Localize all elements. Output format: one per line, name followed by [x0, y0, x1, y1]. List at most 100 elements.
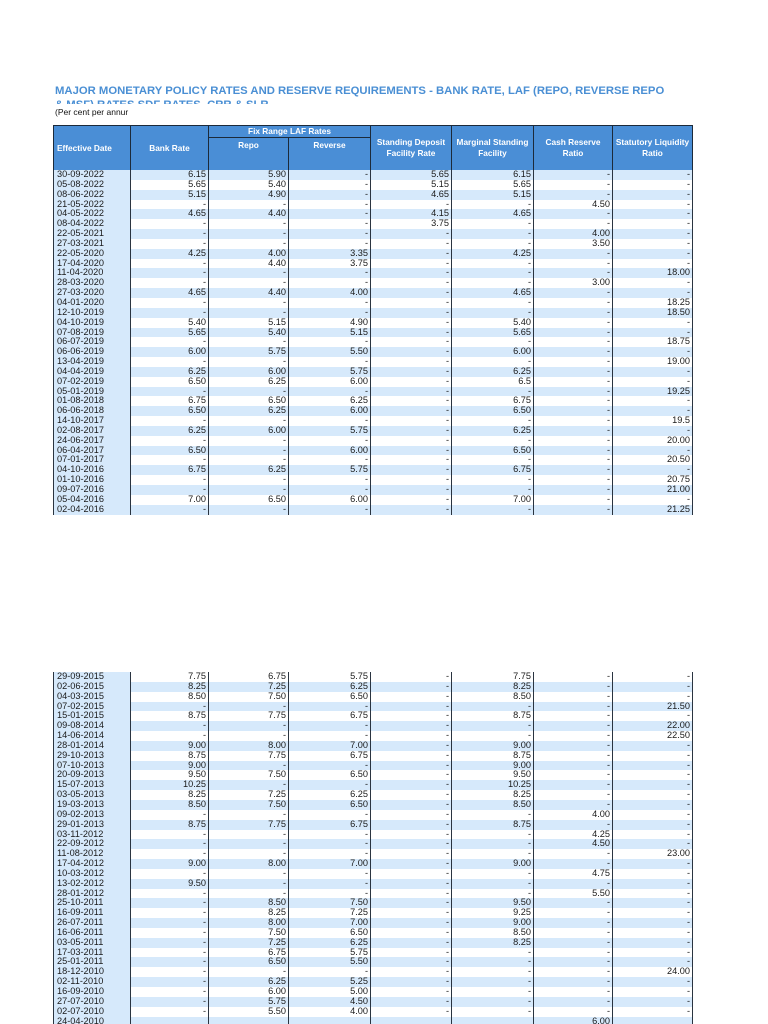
cell-bank-rate: -: [130, 987, 209, 997]
cell-reverse-repo: -: [288, 297, 371, 308]
cell-repo: -: [208, 199, 289, 210]
cell-msf-rate: -: [451, 1006, 534, 1017]
table-row: 15-01-2015 8.75 7.75 6.75-8.75- -: [53, 711, 693, 722]
cell-bank-rate: -: [130, 219, 209, 230]
cell-sdf-rate: -: [370, 977, 452, 987]
cell-bank-rate: -: [130, 229, 209, 239]
cell-reverse-repo: 6.50: [288, 799, 371, 810]
cell-crr: -: [533, 307, 613, 318]
cell-msf-rate: 6.15: [451, 170, 534, 180]
cell-msf-rate: 5.40: [451, 317, 534, 328]
cell-sdf-rate: -: [370, 406, 452, 417]
cell-reverse-repo: -: [288, 731, 371, 741]
cell-effective-date: 04-10-2016: [53, 465, 131, 476]
cell-crr: -: [533, 170, 613, 180]
cell-repo: -: [208, 868, 289, 879]
cell-effective-date: 24-06-2017: [53, 435, 131, 446]
table-row: 21-05-2022- - - - -4.50-: [53, 199, 693, 210]
cell-effective-date: 04-04-2019: [53, 366, 131, 377]
table-row: 24-06-2017- - - - - -20.00: [53, 435, 693, 446]
cell-repo: 6.00: [208, 366, 289, 377]
cell-reverse-repo: 5.75: [288, 465, 371, 476]
table-row: 17-04-2012 9.00 8.00 7.00-9.00- -: [53, 859, 693, 869]
cell-sdf-rate: -: [370, 790, 452, 800]
cell-repo: -: [208, 760, 289, 771]
cell-reverse-repo: -: [288, 229, 371, 239]
cell-bank-rate: -: [130, 475, 209, 485]
cell-crr: -: [533, 721, 613, 732]
cell-slr: -: [612, 229, 693, 239]
cell-bank-rate: -: [130, 701, 209, 712]
cell-msf-rate: 5.65: [451, 179, 534, 190]
table-row: 09-02-2013- - - - -4.00-: [53, 809, 693, 820]
cell-slr: 18.75: [612, 337, 693, 348]
cell-reverse-repo: 3.35: [288, 248, 371, 259]
cell-bank-rate: -: [130, 386, 209, 397]
cell-repo: 7.75: [208, 819, 289, 830]
cell-repo: [208, 1016, 289, 1024]
cell-reverse-repo: 5.50: [288, 347, 371, 358]
cell-repo: -: [208, 829, 289, 840]
cell-crr: -: [533, 258, 613, 269]
cell-reverse-repo: -: [288, 435, 371, 446]
cell-slr: -: [612, 927, 693, 938]
cell-bank-rate: -: [130, 721, 209, 732]
cell-crr: 4.75: [533, 868, 613, 879]
cell-effective-date: 17-04-2020: [53, 258, 131, 269]
cell-bank-rate: 6.75: [130, 465, 209, 476]
cell-effective-date: 02-07-2010: [53, 1006, 131, 1017]
cell-slr: -: [612, 1006, 693, 1017]
cell-msf-rate: 8.25: [451, 937, 534, 948]
cell-slr: 21.00: [612, 485, 693, 495]
cell-crr: -: [533, 297, 613, 308]
cell-effective-date: 07-02-2019: [53, 376, 131, 387]
table-row: 04-05-2022 4.65 4.40-4.15 4.65- -: [53, 209, 693, 220]
cell-slr: -: [612, 278, 693, 289]
cell-slr: -: [612, 977, 693, 987]
cell-msf-rate: -: [451, 357, 534, 367]
table-row: 29-10-2013 8.75 7.75 6.75-8.75- -: [53, 750, 693, 761]
cell-repo: 7.25: [208, 937, 289, 948]
cell-sdf-rate: -: [370, 248, 452, 259]
cell-slr: 22.50: [612, 731, 693, 741]
table-row: 04-04-2019 6.25 6.00 5.75-6.25- -: [53, 366, 693, 377]
cell-bank-rate: 6.15: [130, 170, 209, 180]
cell-repo: 5.75: [208, 347, 289, 358]
cell-bank-rate: -: [130, 977, 209, 987]
cell-slr: -: [612, 947, 693, 958]
cell-crr: -: [533, 681, 613, 692]
cell-effective-date: 02-11-2010: [53, 977, 131, 987]
cell-msf-rate: -: [451, 731, 534, 741]
table-row: 25-01-2011-6.50 5.50- - - -: [53, 957, 693, 968]
cell-crr: -: [533, 406, 613, 417]
cell-repo: -: [208, 849, 289, 860]
cell-reverse-repo: 6.00: [288, 376, 371, 387]
cell-reverse-repo: 6.50: [288, 927, 371, 938]
cell-effective-date: 20-09-2013: [53, 770, 131, 781]
cell-slr: -: [612, 937, 693, 948]
cell-msf-rate: 4.65: [451, 209, 534, 220]
cell-repo: -: [208, 219, 289, 230]
cell-repo: -: [208, 416, 289, 426]
cell-effective-date: 13-02-2012: [53, 878, 131, 889]
cell-bank-rate: 8.75: [130, 750, 209, 761]
cell-slr: 20.00: [612, 435, 693, 446]
cell-crr: -: [533, 219, 613, 230]
cell-sdf-rate: 5.15: [370, 179, 452, 190]
cell-effective-date: 04-03-2015: [53, 691, 131, 702]
cell-reverse-repo: -: [288, 170, 371, 180]
cell-bank-rate: -: [130, 918, 209, 928]
cell-crr: -: [533, 475, 613, 485]
cell-bank-rate: 6.75: [130, 396, 209, 407]
cell-slr: 21.25: [612, 504, 693, 515]
cell-effective-date: 06-06-2019: [53, 347, 131, 358]
cell-repo: -: [208, 445, 289, 456]
rates-table-section-2: 29-09-2015 7.75 6.75 5.75-7.75- -02-06-2015 8…: [53, 672, 693, 1024]
cell-crr: -: [533, 327, 613, 338]
cell-reverse-repo: -: [288, 721, 371, 732]
cell-crr: -: [533, 819, 613, 830]
cell-repo: 7.50: [208, 691, 289, 702]
header-msf: Marginal Standing Facility: [451, 125, 534, 171]
cell-repo: -: [208, 307, 289, 318]
cell-slr: -: [612, 248, 693, 259]
